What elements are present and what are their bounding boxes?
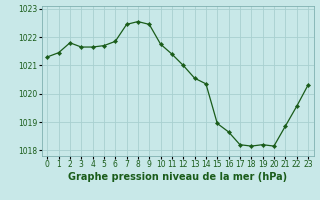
X-axis label: Graphe pression niveau de la mer (hPa): Graphe pression niveau de la mer (hPa) [68,172,287,182]
